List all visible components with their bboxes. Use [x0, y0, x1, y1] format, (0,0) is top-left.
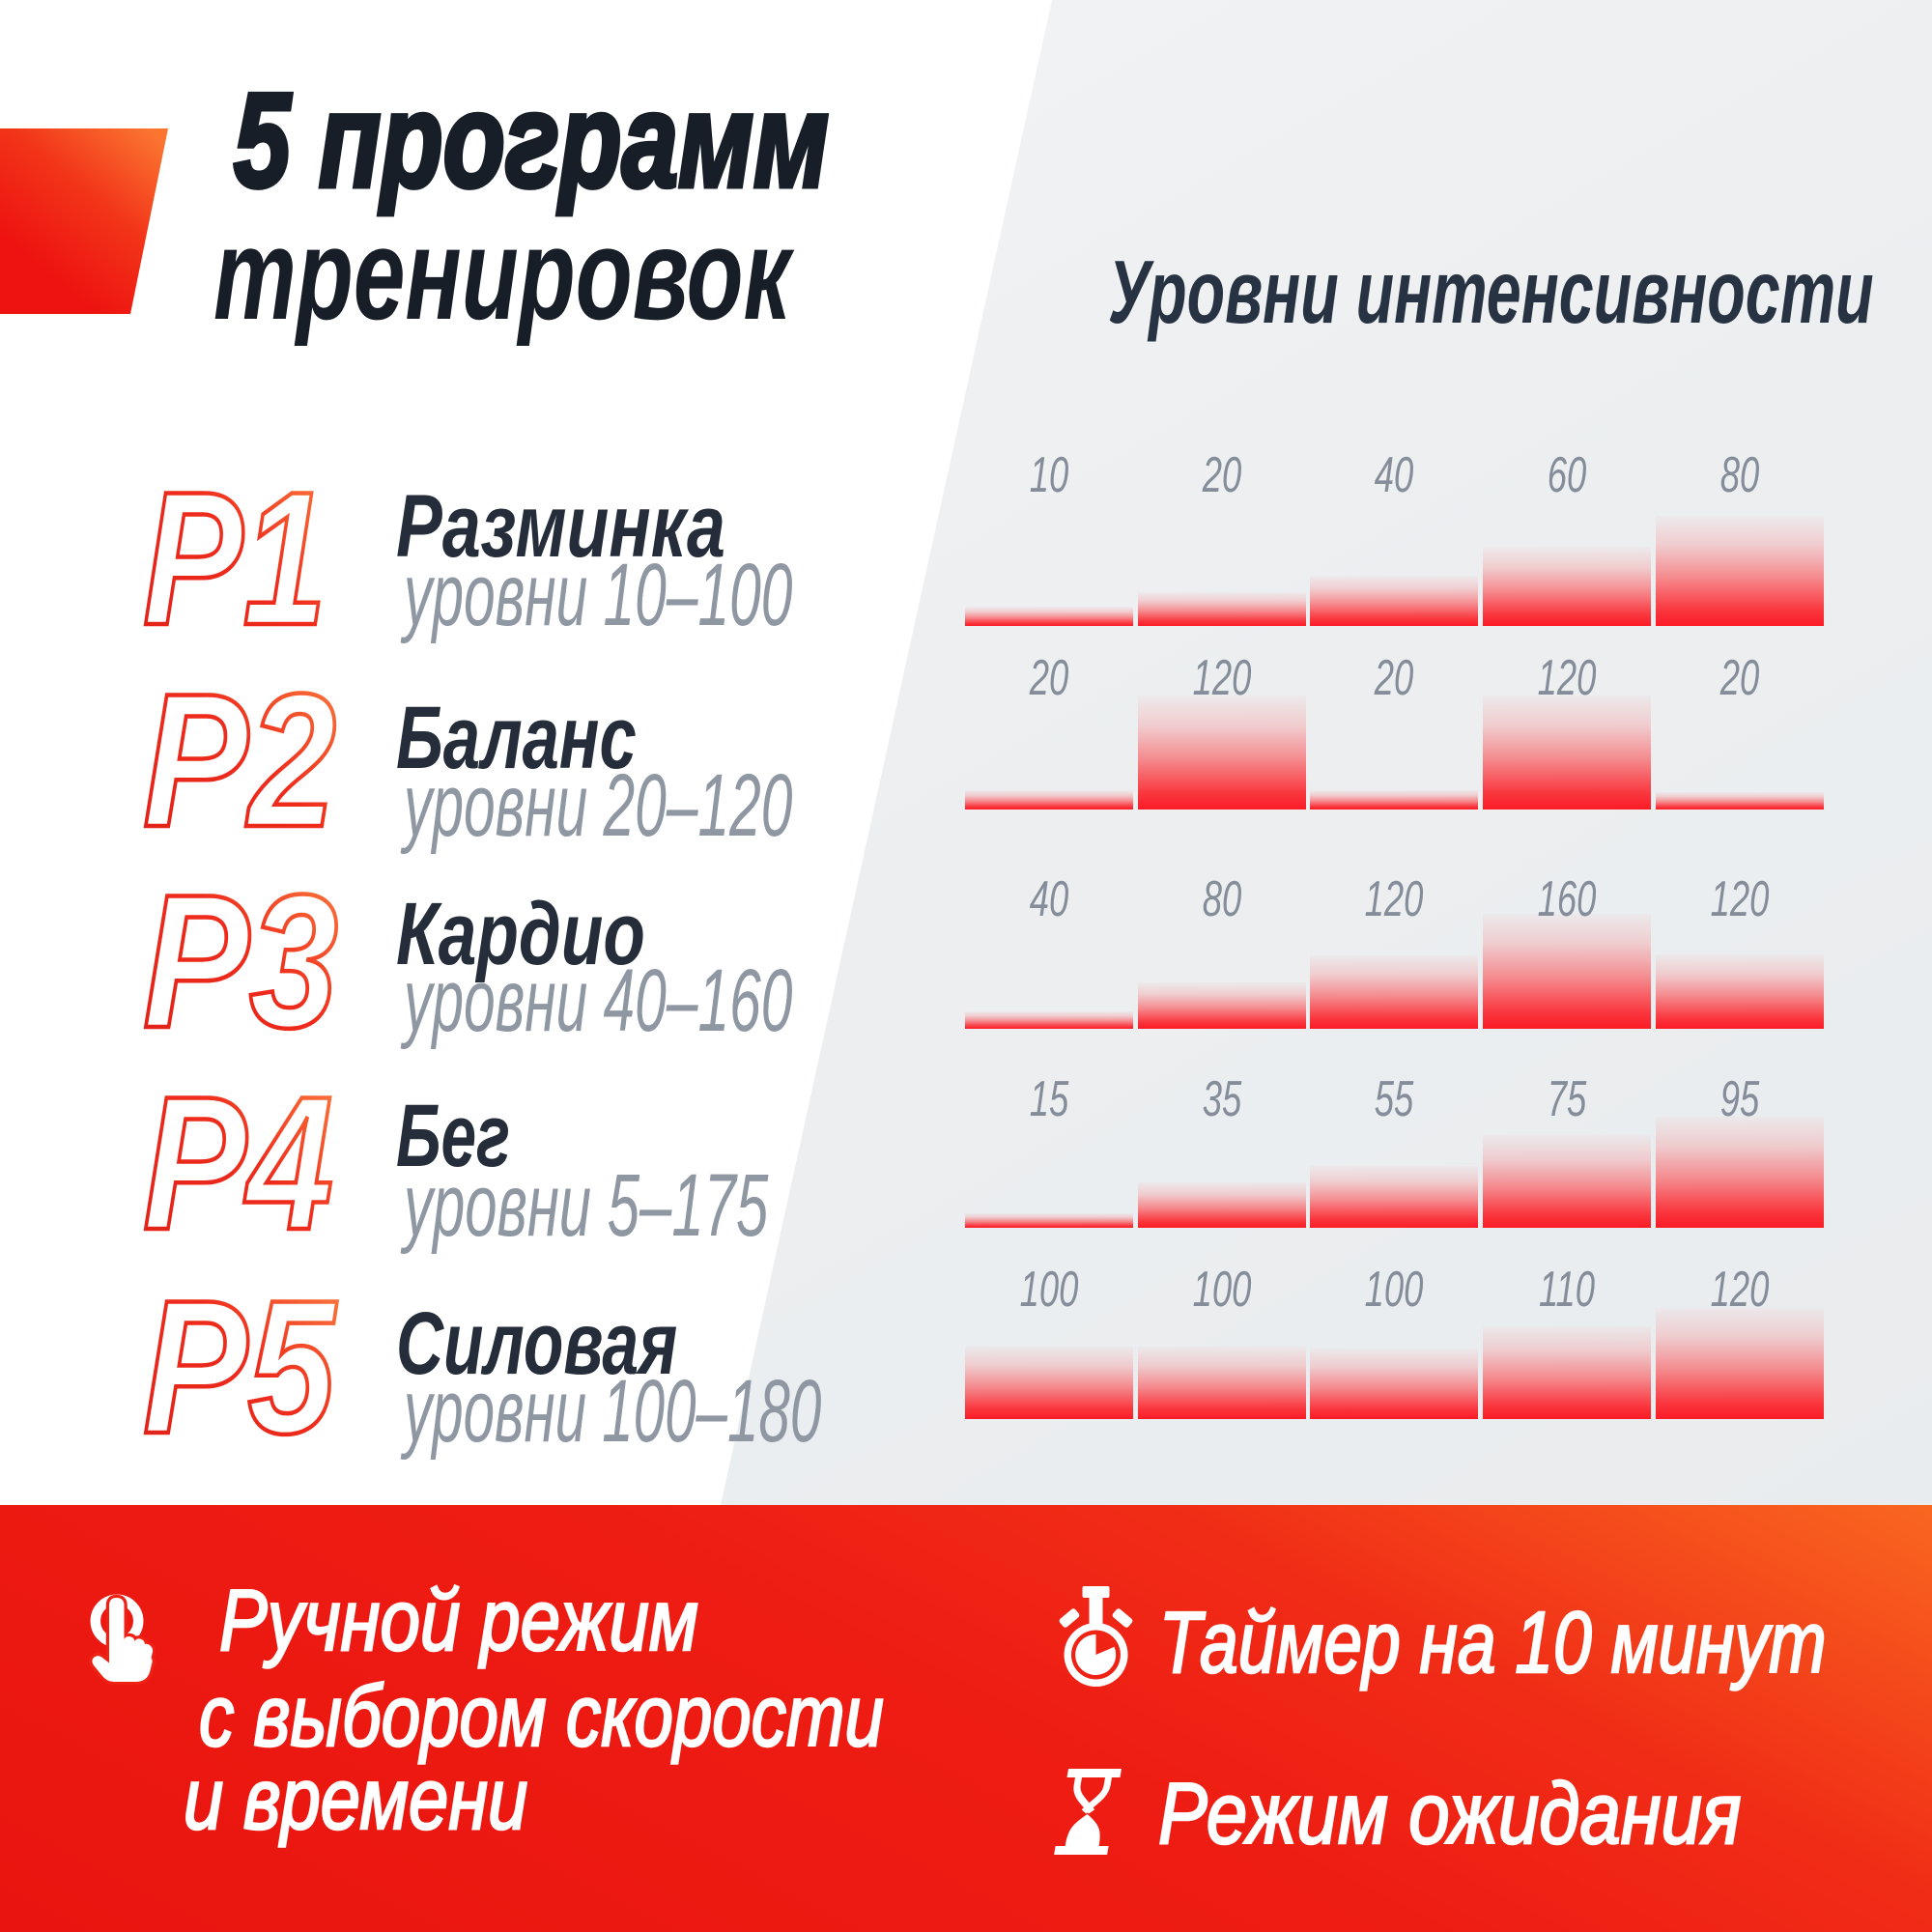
svg-text:P5: P5	[143, 1261, 337, 1473]
svg-text:P4: P4	[143, 1057, 333, 1269]
svg-text:P1: P1	[143, 464, 327, 665]
svg-text:P2: P2	[143, 654, 336, 867]
svg-text:P3: P3	[143, 855, 338, 1067]
